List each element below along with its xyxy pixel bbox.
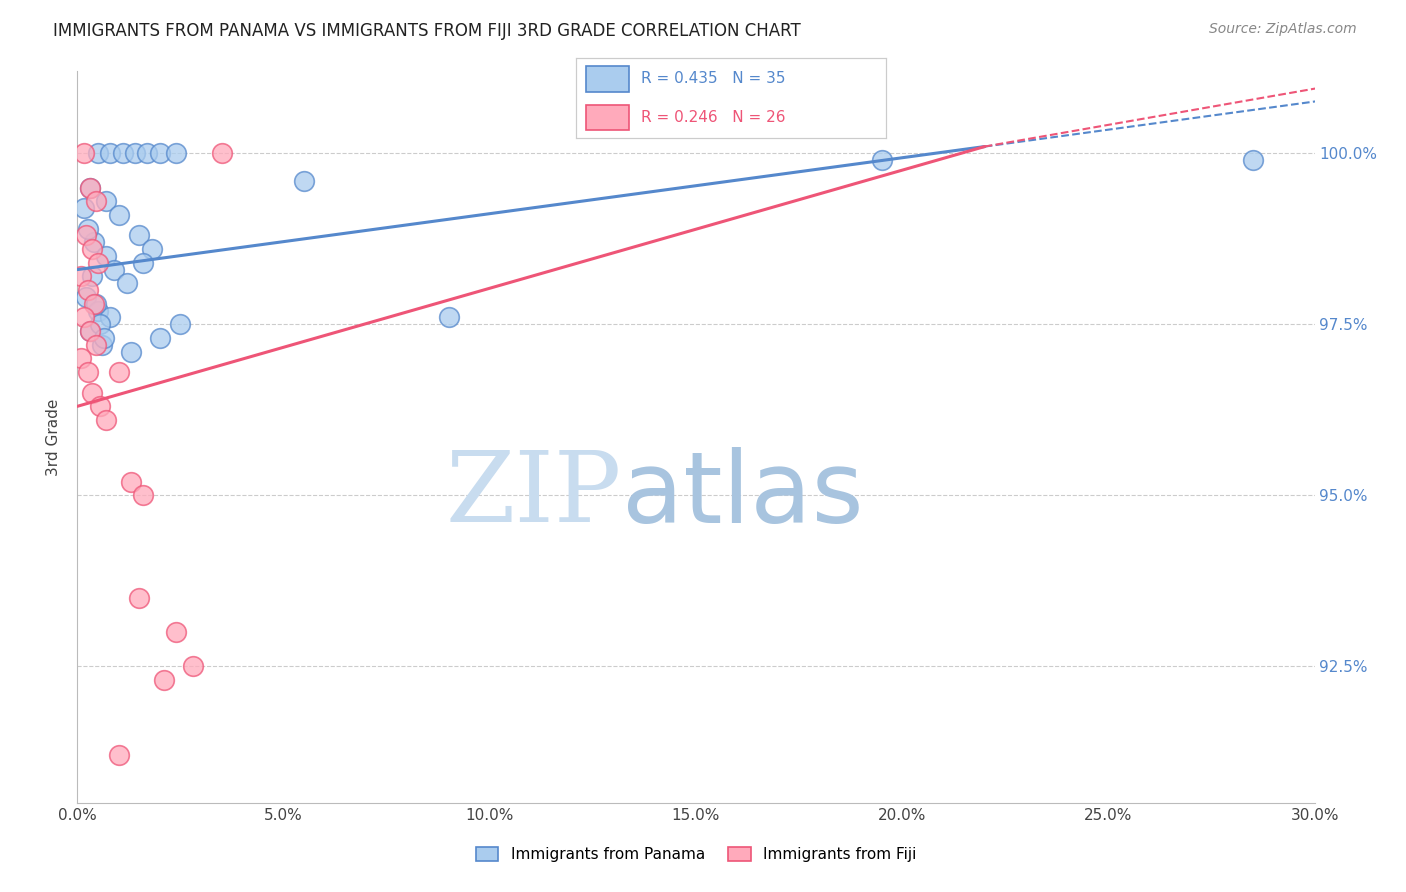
FancyBboxPatch shape: [586, 66, 628, 92]
Point: [93, 331, 115, 345]
Point: [76, 365, 98, 379]
Point: [107, 208, 129, 222]
Point: [72, 310, 94, 325]
Text: Source: ZipAtlas.com: Source: ZipAtlas.com: [1209, 22, 1357, 37]
Y-axis label: 3rd Grade: 3rd Grade: [46, 399, 62, 475]
Point: [72, 201, 94, 215]
Point: [120, 344, 142, 359]
Point: [72, 146, 94, 161]
Point: [292, 174, 315, 188]
Point: [128, 228, 150, 243]
Point: [153, 673, 176, 687]
Point: [80, 269, 103, 284]
Point: [83, 235, 105, 250]
Point: [87, 303, 110, 318]
Point: [107, 365, 129, 379]
Point: [1241, 153, 1264, 168]
Point: [111, 146, 134, 161]
Point: [181, 659, 204, 673]
Text: atlas: atlas: [621, 447, 863, 544]
Text: ZIP: ZIP: [446, 448, 621, 543]
Point: [96, 249, 118, 263]
Point: [84, 297, 107, 311]
Point: [211, 146, 233, 161]
Point: [128, 591, 150, 605]
Point: [70, 269, 93, 284]
Point: [141, 242, 163, 256]
Point: [98, 146, 121, 161]
Point: [120, 475, 142, 489]
Point: [80, 242, 103, 256]
Point: [83, 297, 105, 311]
Point: [89, 400, 111, 414]
Point: [75, 228, 97, 243]
Text: R = 0.435   N = 35: R = 0.435 N = 35: [641, 71, 786, 87]
Point: [115, 277, 138, 291]
Point: [79, 180, 101, 194]
Point: [136, 146, 159, 161]
Point: [75, 290, 97, 304]
Point: [437, 310, 460, 325]
Point: [76, 283, 98, 297]
Point: [169, 318, 191, 332]
Point: [91, 338, 114, 352]
Point: [87, 256, 110, 270]
Point: [84, 194, 107, 209]
Point: [89, 318, 111, 332]
Point: [80, 385, 103, 400]
Point: [103, 262, 125, 277]
Legend: Immigrants from Panama, Immigrants from Fiji: Immigrants from Panama, Immigrants from …: [470, 841, 922, 868]
Point: [84, 338, 107, 352]
Point: [132, 488, 155, 502]
Point: [149, 331, 172, 345]
Point: [149, 146, 172, 161]
Point: [70, 351, 93, 366]
Point: [79, 324, 101, 338]
FancyBboxPatch shape: [586, 104, 628, 130]
Point: [124, 146, 146, 161]
Point: [165, 624, 187, 639]
Point: [107, 747, 129, 762]
Point: [96, 194, 118, 209]
Text: R = 0.246   N = 26: R = 0.246 N = 26: [641, 110, 786, 125]
Point: [870, 153, 893, 168]
Point: [79, 324, 101, 338]
Text: IMMIGRANTS FROM PANAMA VS IMMIGRANTS FROM FIJI 3RD GRADE CORRELATION CHART: IMMIGRANTS FROM PANAMA VS IMMIGRANTS FRO…: [53, 22, 801, 40]
Point: [98, 310, 121, 325]
Point: [76, 221, 98, 235]
Point: [96, 413, 118, 427]
Point: [87, 146, 110, 161]
Point: [132, 256, 155, 270]
Point: [79, 180, 101, 194]
Point: [165, 146, 187, 161]
